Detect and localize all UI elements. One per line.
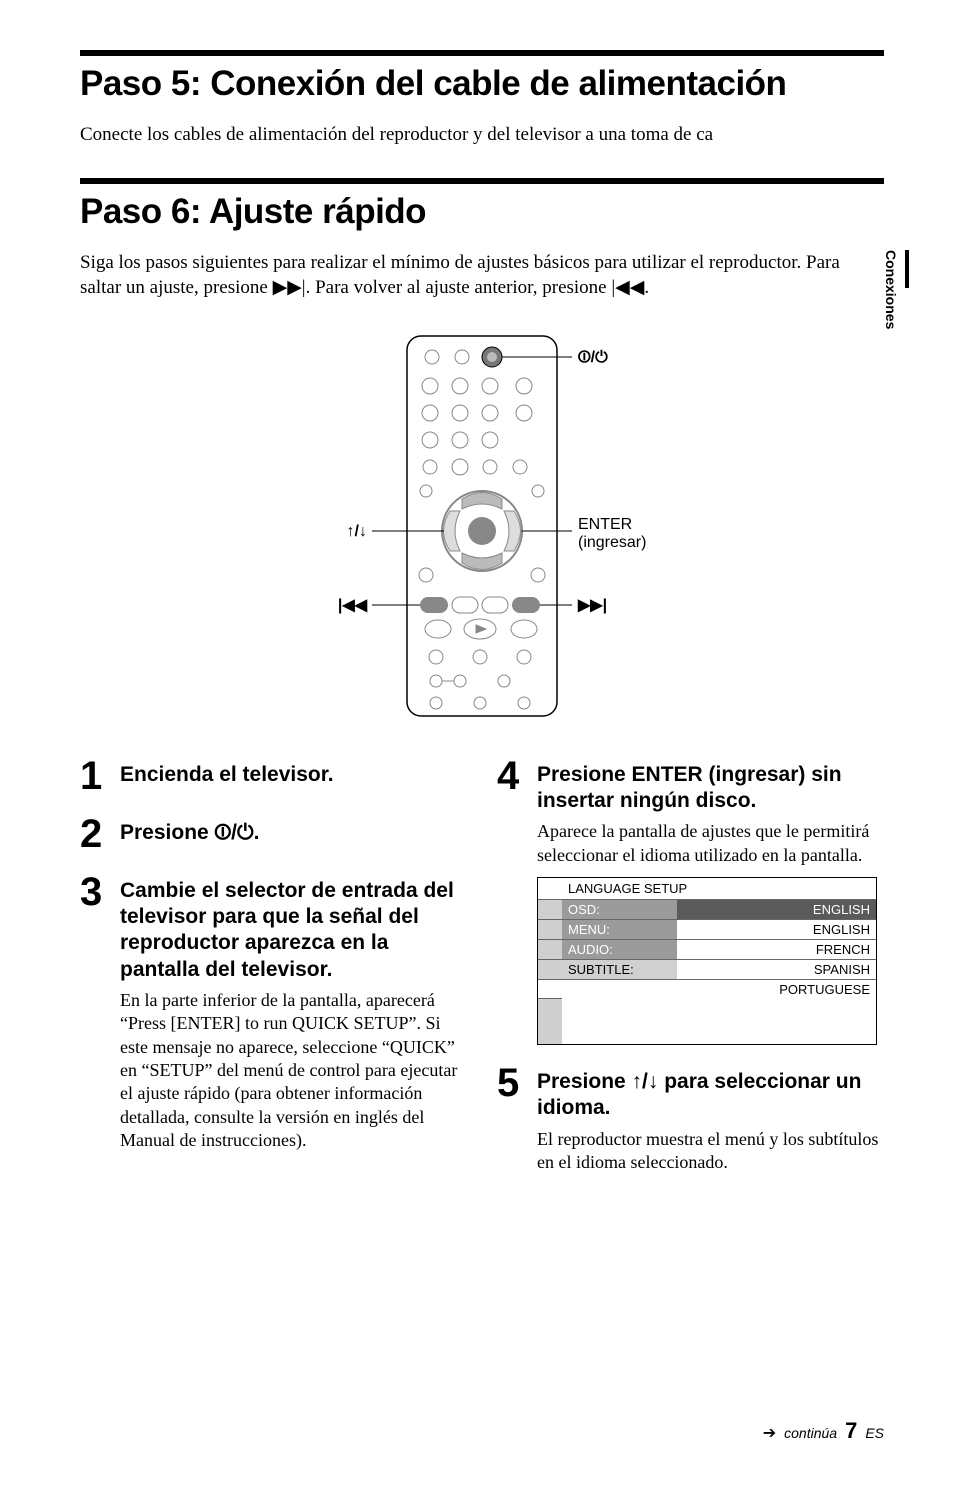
step-head: Presione ↑/↓ para seleccionar un idioma. bbox=[537, 1069, 884, 1122]
step-5: 5 Presione ↑/↓ para seleccionar un idiom… bbox=[497, 1063, 884, 1174]
continue-label: continúa bbox=[784, 1425, 837, 1441]
language-setup-panel: LANGUAGE SETUP OSD: ENGLISH MENU: ENGLIS… bbox=[537, 877, 877, 1045]
section6-body: Siga los pasos siguientes para realizar … bbox=[80, 250, 884, 301]
step-text: El reproductor muestra el menú y los sub… bbox=[537, 1128, 884, 1175]
lang-row-label: MENU: bbox=[562, 920, 677, 940]
steps-columns: 1 Encienda el televisor. 2 Presione ⏼/⏻.… bbox=[80, 756, 884, 1193]
remote-label-prev: |◀◀ bbox=[338, 597, 368, 614]
step-head: Encienda el televisor. bbox=[120, 762, 334, 788]
page-suffix: ES bbox=[865, 1425, 884, 1441]
step-num: 3 bbox=[80, 872, 110, 1153]
continue-arrow-icon: ➔ bbox=[763, 1423, 776, 1443]
lang-row-value: ENGLISH bbox=[677, 920, 876, 940]
remote-label-enter-sub: (ingresar) bbox=[578, 534, 646, 551]
lang-side bbox=[538, 999, 562, 1044]
step-num: 5 bbox=[497, 1063, 527, 1174]
section6-title: Paso 6: Ajuste rápido bbox=[80, 192, 884, 232]
side-tab-label: Conexiones bbox=[883, 250, 899, 329]
side-accent-bar bbox=[905, 250, 909, 288]
lang-row-label: AUDIO: bbox=[562, 940, 677, 960]
step-head: Cambie el selector de entrada del televi… bbox=[120, 878, 467, 983]
page-number: 7 bbox=[845, 1418, 857, 1444]
step-head: Presione ENTER (ingresar) sin insertar n… bbox=[537, 762, 884, 815]
lang-side bbox=[538, 920, 562, 940]
remote-label-updown: ↑/↓ bbox=[347, 523, 367, 540]
section-rule bbox=[80, 178, 884, 184]
remote-figure: ⏼/⏻ ENTER (ingresar) ↑/↓ |◀◀ ▶▶| bbox=[80, 331, 884, 721]
step-num: 2 bbox=[80, 814, 110, 854]
section5-title: Paso 5: Conexión del cable de alimentaci… bbox=[80, 64, 884, 104]
step-4: 4 Presione ENTER (ingresar) sin insertar… bbox=[497, 756, 884, 1045]
lang-row-value: FRENCH bbox=[677, 940, 876, 960]
section5-body: Conecte los cables de alimentación del r… bbox=[80, 122, 884, 148]
remote-label-next: ▶▶| bbox=[577, 597, 607, 614]
page-footer: ➔ continúa 7 ES bbox=[763, 1418, 884, 1444]
step-text: En la parte inferior de la pantalla, apa… bbox=[120, 989, 467, 1153]
lang-side bbox=[538, 940, 562, 960]
lang-side bbox=[538, 900, 562, 920]
lang-row-label: OSD: bbox=[562, 900, 677, 920]
step-1: 1 Encienda el televisor. bbox=[80, 756, 467, 796]
remote-svg: ⏼/⏻ ENTER (ingresar) ↑/↓ |◀◀ ▶▶| bbox=[252, 331, 712, 721]
left-column: 1 Encienda el televisor. 2 Presione ⏼/⏻.… bbox=[80, 756, 467, 1193]
lang-spacer bbox=[562, 999, 876, 1044]
step-text: Aparece la pantalla de ajustes que le pe… bbox=[537, 820, 884, 867]
right-column: 4 Presione ENTER (ingresar) sin insertar… bbox=[497, 756, 884, 1193]
lang-side bbox=[538, 960, 562, 980]
lang-side bbox=[538, 878, 562, 900]
lang-row-value: ENGLISH bbox=[677, 900, 876, 920]
section-rule bbox=[80, 50, 884, 56]
lang-side bbox=[538, 980, 562, 999]
lang-row-value: SPANISH bbox=[677, 960, 876, 980]
lang-extra-value: PORTUGUESE bbox=[677, 980, 876, 999]
step-num: 4 bbox=[497, 756, 527, 1045]
remote-label-enter: ENTER bbox=[578, 516, 632, 533]
lang-row-label: SUBTITLE: bbox=[562, 960, 677, 980]
step-head: Presione ⏼/⏻. bbox=[120, 820, 259, 846]
step-2: 2 Presione ⏼/⏻. bbox=[80, 814, 467, 854]
step-3: 3 Cambie el selector de entrada del tele… bbox=[80, 872, 467, 1153]
language-setup-title: LANGUAGE SETUP bbox=[562, 878, 876, 900]
step-num: 1 bbox=[80, 756, 110, 796]
remote-label-power: ⏼/⏻ bbox=[578, 349, 608, 366]
lang-blank bbox=[562, 980, 677, 999]
